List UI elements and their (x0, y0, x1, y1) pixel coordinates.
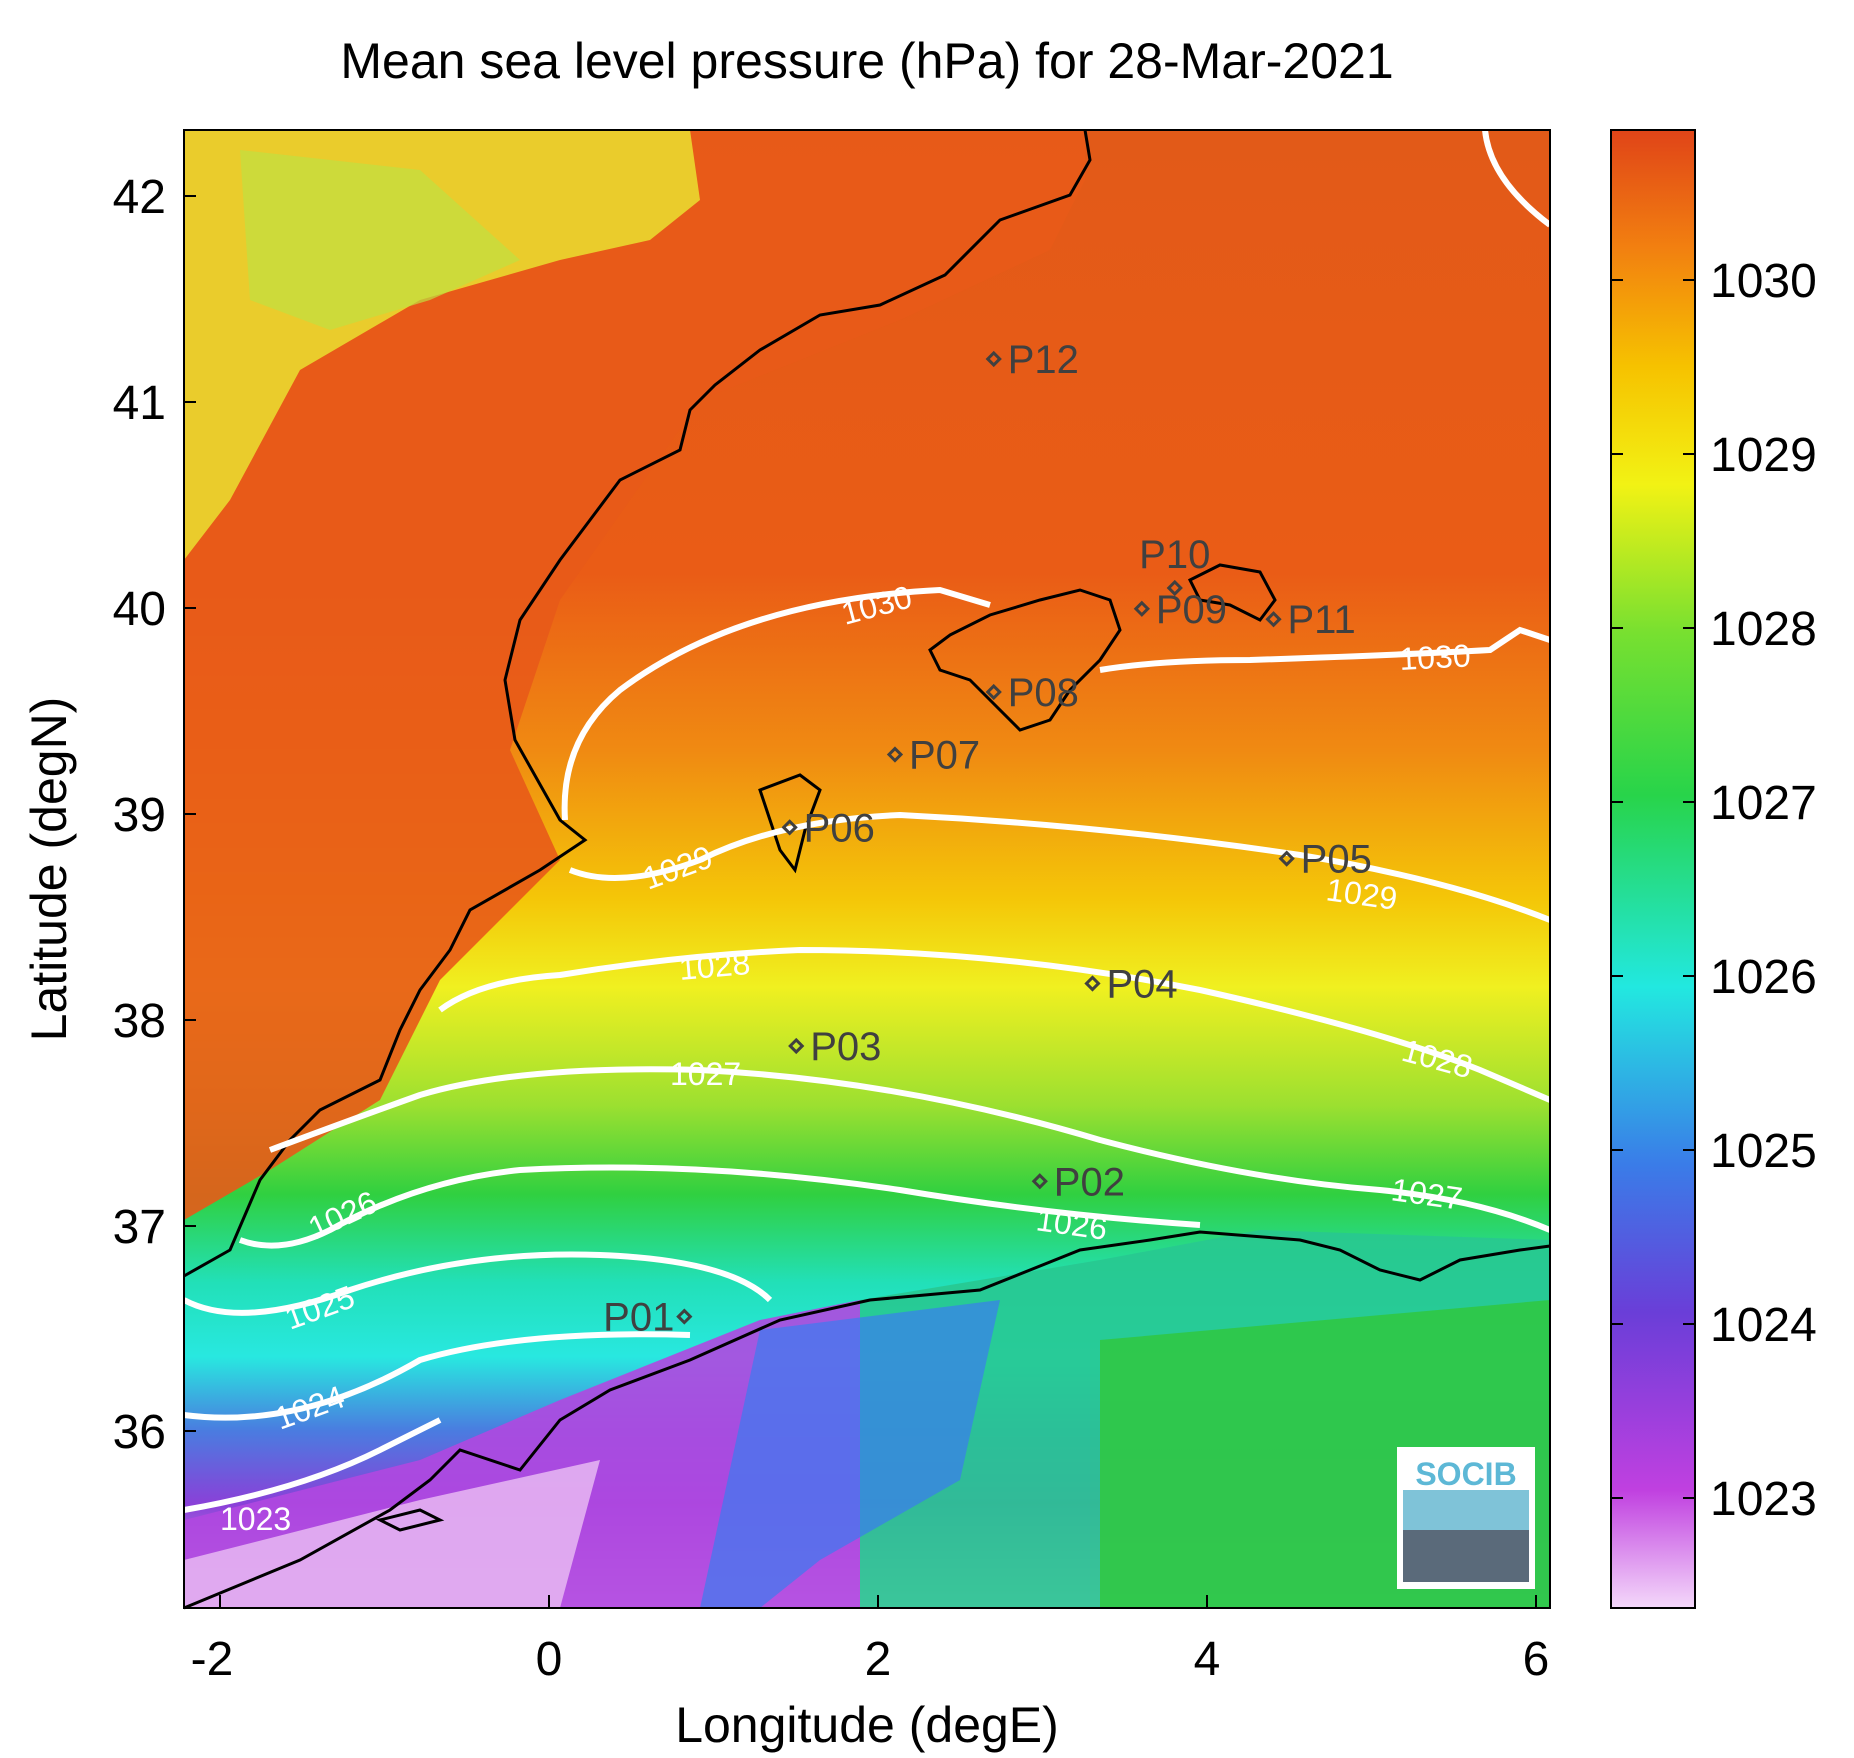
y-tick-label: 37 (113, 1201, 166, 1254)
station-marker-icon (1133, 600, 1150, 617)
x-tick-label: -2 (191, 1633, 234, 1686)
x-axis-label: Longitude (degE) (675, 1697, 1059, 1753)
isobar-1025 (182, 1251, 773, 1316)
y-tick-label: 38 (113, 995, 166, 1048)
isobar-1023 (183, 1417, 442, 1513)
station-marker-icon (788, 1037, 805, 1055)
station-label: P11 (1288, 598, 1356, 642)
colorbar-tick-label: 1024 (1710, 1299, 1817, 1352)
colorbar-tick-label: 1025 (1710, 1125, 1817, 1178)
isobar-1027 (268, 1066, 1552, 1233)
mallorca-coast (928, 588, 1122, 732)
station-marker-icon (1265, 611, 1282, 628)
x-axis: -2 0 2 4 6 Longitude (degE) (191, 1595, 1550, 1753)
station-marker-icon (1084, 975, 1101, 992)
station-p10: P10 (1139, 533, 1210, 597)
station-marker-icon (1031, 1173, 1048, 1190)
station-label: P05 (1301, 838, 1372, 882)
station-label: P01 (603, 1296, 674, 1340)
iberia-coast (183, 129, 1092, 1278)
isobar-1028 (438, 946, 1552, 1103)
station-p11: P11 (1265, 598, 1356, 642)
station-p08: P08 (985, 671, 1079, 715)
y-axis: 36 37 38 39 40 41 42 Latitude (degN) (21, 171, 196, 1459)
menorca-coast (1187, 563, 1277, 622)
station-label: P10 (1139, 533, 1210, 577)
station-label: P06 (804, 806, 875, 850)
contour-label-1030-e: 1030 (1398, 637, 1471, 677)
station-marker-icon (781, 819, 798, 836)
station-p04: P04 (1084, 962, 1178, 1006)
iberia-inner-green (240, 150, 520, 330)
plot-frame (183, 129, 1551, 1609)
africa-land-pink (184, 1460, 600, 1608)
colorbar-tick-label: 1023 (1710, 1473, 1817, 1526)
station-p06: P06 (781, 806, 875, 850)
station-label: P08 (1008, 671, 1079, 715)
x-tick-label: 0 (536, 1633, 563, 1686)
station-label: P09 (1156, 588, 1227, 632)
contour-label-1028-w: 1028 (677, 945, 751, 987)
colorbar-tick-label: 1027 (1710, 777, 1817, 830)
station-p12: P12 (985, 338, 1079, 382)
station-markers: P01 P02 P03 P04 P05 P06 P07 P08 P09 P10 P11 P12 (603, 338, 1372, 1340)
station-p07: P07 (886, 734, 980, 778)
colorbar-ramp (1610, 129, 1696, 1609)
colorbar-tick-label: 1026 (1710, 951, 1817, 1004)
isobars (182, 129, 1552, 1513)
chart-title: Mean sea level pressure (hPa) for 28-Mar… (340, 33, 1393, 89)
colorbar-tick-label: 1028 (1710, 603, 1817, 656)
station-label: P03 (810, 1025, 881, 1069)
colorbar-tick-label: 1029 (1710, 429, 1817, 482)
iberia-land (184, 130, 1085, 1220)
station-marker-icon (985, 350, 1002, 368)
socib-logo: SOCIB (1397, 1447, 1535, 1589)
isobar-1029 (568, 811, 1552, 923)
y-axis-label: Latitude (degN) (21, 697, 77, 1042)
y-tick-label: 41 (113, 377, 166, 430)
y-tick-label: 40 (113, 583, 166, 636)
station-marker-icon (985, 683, 1002, 701)
colorbar-tick-label: 1030 (1710, 255, 1817, 308)
station-label: P07 (909, 734, 980, 778)
station-marker-icon (1278, 850, 1295, 867)
africa-coast (183, 1230, 1551, 1610)
x-tick-label: 6 (1523, 1633, 1550, 1686)
y-tick-label: 39 (113, 789, 166, 842)
station-p03: P03 (788, 1025, 881, 1069)
station-label: P12 (1008, 338, 1079, 382)
station-p05: P05 (1278, 838, 1372, 882)
isobar-1026 (238, 1164, 1201, 1249)
x-tick-label: 2 (865, 1633, 892, 1686)
y-tick-label: 42 (113, 171, 166, 224)
ibiza-coast (758, 773, 822, 874)
alboran-coast (375, 1508, 445, 1532)
station-marker-icon (886, 746, 904, 763)
y-tick-label: 36 (113, 1406, 166, 1459)
station-p02: P02 (1031, 1160, 1125, 1204)
station-p09: P09 (1133, 588, 1227, 632)
socib-logo-text: SOCIB (1415, 1456, 1516, 1492)
station-marker-icon (1166, 579, 1183, 597)
station-label: P04 (1106, 962, 1177, 1006)
coastline (183, 129, 1551, 1610)
contour-label-1027-w: 1027 (670, 1056, 741, 1092)
x-tick-label: 4 (1194, 1633, 1221, 1686)
station-label: P02 (1054, 1160, 1125, 1204)
colorbar: 1023 1024 1025 1026 1027 1028 1029 1030 (1610, 129, 1817, 1609)
contour-label-1023: 1023 (220, 1501, 291, 1537)
station-marker-icon (676, 1308, 693, 1325)
station-p01: P01 (603, 1296, 693, 1340)
isobar-1030-ne (1482, 129, 1552, 228)
africa-land-blue (700, 1300, 1000, 1608)
isobar-1030 (561, 586, 1551, 821)
isobar-1024 (183, 1331, 691, 1421)
